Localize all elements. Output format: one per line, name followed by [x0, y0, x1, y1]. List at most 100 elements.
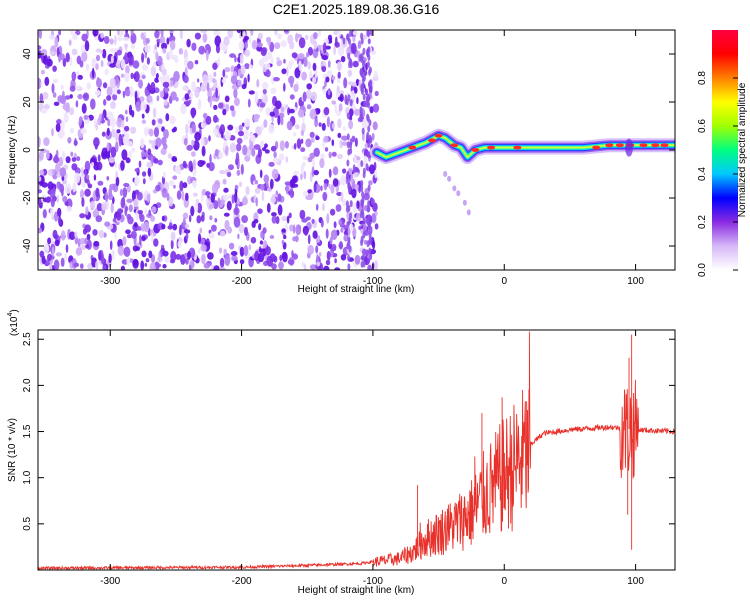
noise-blob: [111, 249, 115, 261]
noise-blob: [248, 90, 255, 95]
noise-blob: [175, 253, 182, 260]
noise-blob: [190, 205, 195, 217]
noise-blob: [269, 178, 274, 190]
noise-blob: [200, 193, 204, 203]
noise-blob: [62, 57, 67, 67]
noise-blob: [277, 115, 281, 126]
noise-blob: [60, 257, 65, 267]
noise-blob: [265, 37, 271, 43]
noise-blob: [287, 259, 295, 265]
noise-blob: [47, 253, 52, 262]
noise-blob: [369, 106, 374, 114]
noise-blob: [128, 204, 133, 212]
noise-blob: [321, 122, 326, 131]
noise-blob: [191, 108, 195, 119]
top-x-ticks: -300 -200 -100 0 100: [100, 30, 644, 287]
noise-blob: [98, 161, 102, 171]
noise-blob: [185, 123, 189, 135]
noise-blob: [50, 198, 55, 208]
noise-blob: [93, 240, 100, 247]
noise-blob: [281, 239, 285, 245]
noise-blob: [255, 197, 258, 207]
noise-blob: [236, 137, 243, 144]
y-tick-label: 2.5: [22, 332, 33, 346]
noise-blob: [51, 128, 54, 137]
noise-blob: [238, 124, 243, 131]
noise-blob: [81, 103, 87, 114]
noise-blob: [325, 228, 329, 239]
x-tick-label: -300: [100, 276, 120, 287]
noise-blob: [106, 127, 110, 136]
noise-blob: [151, 206, 157, 214]
noise-blob: [78, 116, 83, 124]
spectrogram-noise: [38, 30, 471, 270]
noise-blob: [79, 244, 87, 250]
noise-blob: [109, 240, 113, 250]
noise-blob: [293, 143, 297, 150]
noise-blob: [312, 230, 318, 239]
noise-trace: [466, 209, 471, 216]
noise-blob: [143, 221, 150, 233]
noise-streak: [362, 217, 366, 225]
noise-blob: [199, 227, 203, 234]
noise-blob: [148, 250, 153, 259]
noise-streak: [347, 254, 351, 262]
noise-blob: [272, 157, 280, 163]
noise-streak: [368, 134, 372, 142]
noise-blob: [197, 98, 202, 110]
noise-blob: [223, 36, 230, 46]
noise-blob: [162, 264, 167, 269]
noise-blob: [244, 49, 251, 57]
noise-blob: [274, 42, 281, 50]
noise-blob: [282, 251, 288, 263]
noise-blob: [151, 232, 154, 243]
noise-streak: [368, 119, 372, 127]
colorbar-ticks: 0.0 0.2 0.4 0.6 0.8: [697, 71, 738, 277]
noise-blob: [102, 82, 108, 89]
noise-blob: [196, 202, 203, 214]
noise-blob: [136, 246, 140, 251]
noise-blob: [331, 100, 337, 105]
y-tick-label: 40: [22, 48, 33, 60]
noise-blob: [131, 147, 136, 153]
noise-blob: [284, 141, 289, 149]
snr-background: [38, 330, 675, 570]
noise-blob: [60, 95, 67, 105]
y-tick-label: -20: [22, 190, 33, 205]
noise-blob: [213, 265, 220, 270]
noise-blob: [109, 117, 117, 128]
noise-blob: [109, 183, 116, 190]
noise-blob: [319, 158, 325, 169]
noise-blob: [95, 215, 103, 223]
noise-blob: [64, 95, 71, 100]
noise-blob: [55, 123, 61, 133]
noise-blob: [333, 221, 337, 229]
noise-blob: [153, 61, 157, 68]
noise-blob: [191, 81, 197, 92]
noise-blob: [62, 195, 68, 203]
noise-blob: [43, 244, 50, 254]
noise-blob: [229, 53, 236, 58]
noise-blob: [58, 30, 62, 36]
noise-blob: [112, 93, 118, 101]
noise-streak: [360, 32, 364, 40]
noise-blob: [161, 68, 167, 76]
noise-blob: [75, 247, 83, 256]
noise-blob: [180, 254, 186, 265]
noise-blob: [371, 132, 375, 141]
noise-blob: [340, 253, 347, 261]
noise-blob: [122, 187, 128, 198]
noise-blob: [69, 56, 73, 67]
noise-blob: [223, 248, 227, 256]
noise-blob: [187, 119, 192, 125]
noise-blob: [137, 210, 143, 215]
noise-blob: [122, 90, 126, 99]
noise-blob: [151, 119, 156, 126]
noise-blob: [311, 218, 315, 224]
noise-blob: [101, 202, 108, 211]
noise-blob: [144, 262, 148, 267]
noise-blob: [330, 250, 334, 258]
noise-blob: [131, 110, 135, 118]
noise-blob: [162, 171, 166, 179]
noise-blob: [184, 93, 190, 101]
